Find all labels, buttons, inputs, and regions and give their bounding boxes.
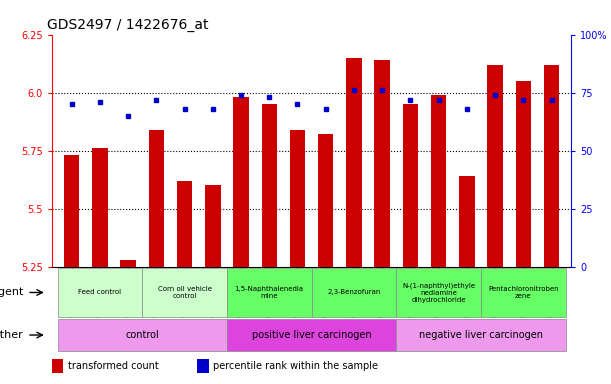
Text: other: other [0,330,23,340]
Bar [262,104,277,266]
Bar [57,268,142,317]
Text: N-(1-naphthyl)ethyle
nediamine
dihydrochloride: N-(1-naphthyl)ethyle nediamine dihydroch… [402,282,475,303]
Bar [397,268,481,317]
Bar [148,130,164,266]
Bar [290,130,306,266]
Bar [120,260,136,266]
Text: GDS2497 / 1422676_at: GDS2497 / 1422676_at [47,18,208,32]
Bar [488,65,503,266]
Text: Pentachloronitroben
zene: Pentachloronitroben zene [488,286,558,299]
Text: transformed count: transformed count [68,361,158,371]
Text: percentile rank within the sample: percentile rank within the sample [213,361,378,371]
Bar [64,155,79,266]
Bar [227,319,397,351]
Bar [481,268,566,317]
Text: 2,3-Benzofuran: 2,3-Benzofuran [327,290,381,295]
Bar [205,185,221,266]
Bar [312,268,397,317]
Bar [403,104,418,266]
Text: agent: agent [0,288,23,298]
Bar [233,97,249,266]
Bar [375,60,390,266]
Bar [397,319,566,351]
Text: positive liver carcinogen: positive liver carcinogen [252,330,371,340]
Bar [92,148,108,266]
Bar [57,319,227,351]
Text: Corn oil vehicle
control: Corn oil vehicle control [158,286,211,299]
Text: 1,5-Naphthalenedia
mine: 1,5-Naphthalenedia mine [235,286,304,299]
Bar [227,268,312,317]
Bar [431,95,447,266]
Bar [177,181,192,266]
Bar [318,134,334,266]
Text: control: control [125,330,159,340]
Bar [52,359,64,373]
Bar [142,268,227,317]
Bar [516,81,531,266]
Bar [346,58,362,266]
Bar [197,359,209,373]
Text: negative liver carcinogen: negative liver carcinogen [419,330,543,340]
Bar [544,65,559,266]
Bar [459,176,475,266]
Text: Feed control: Feed control [78,290,122,295]
